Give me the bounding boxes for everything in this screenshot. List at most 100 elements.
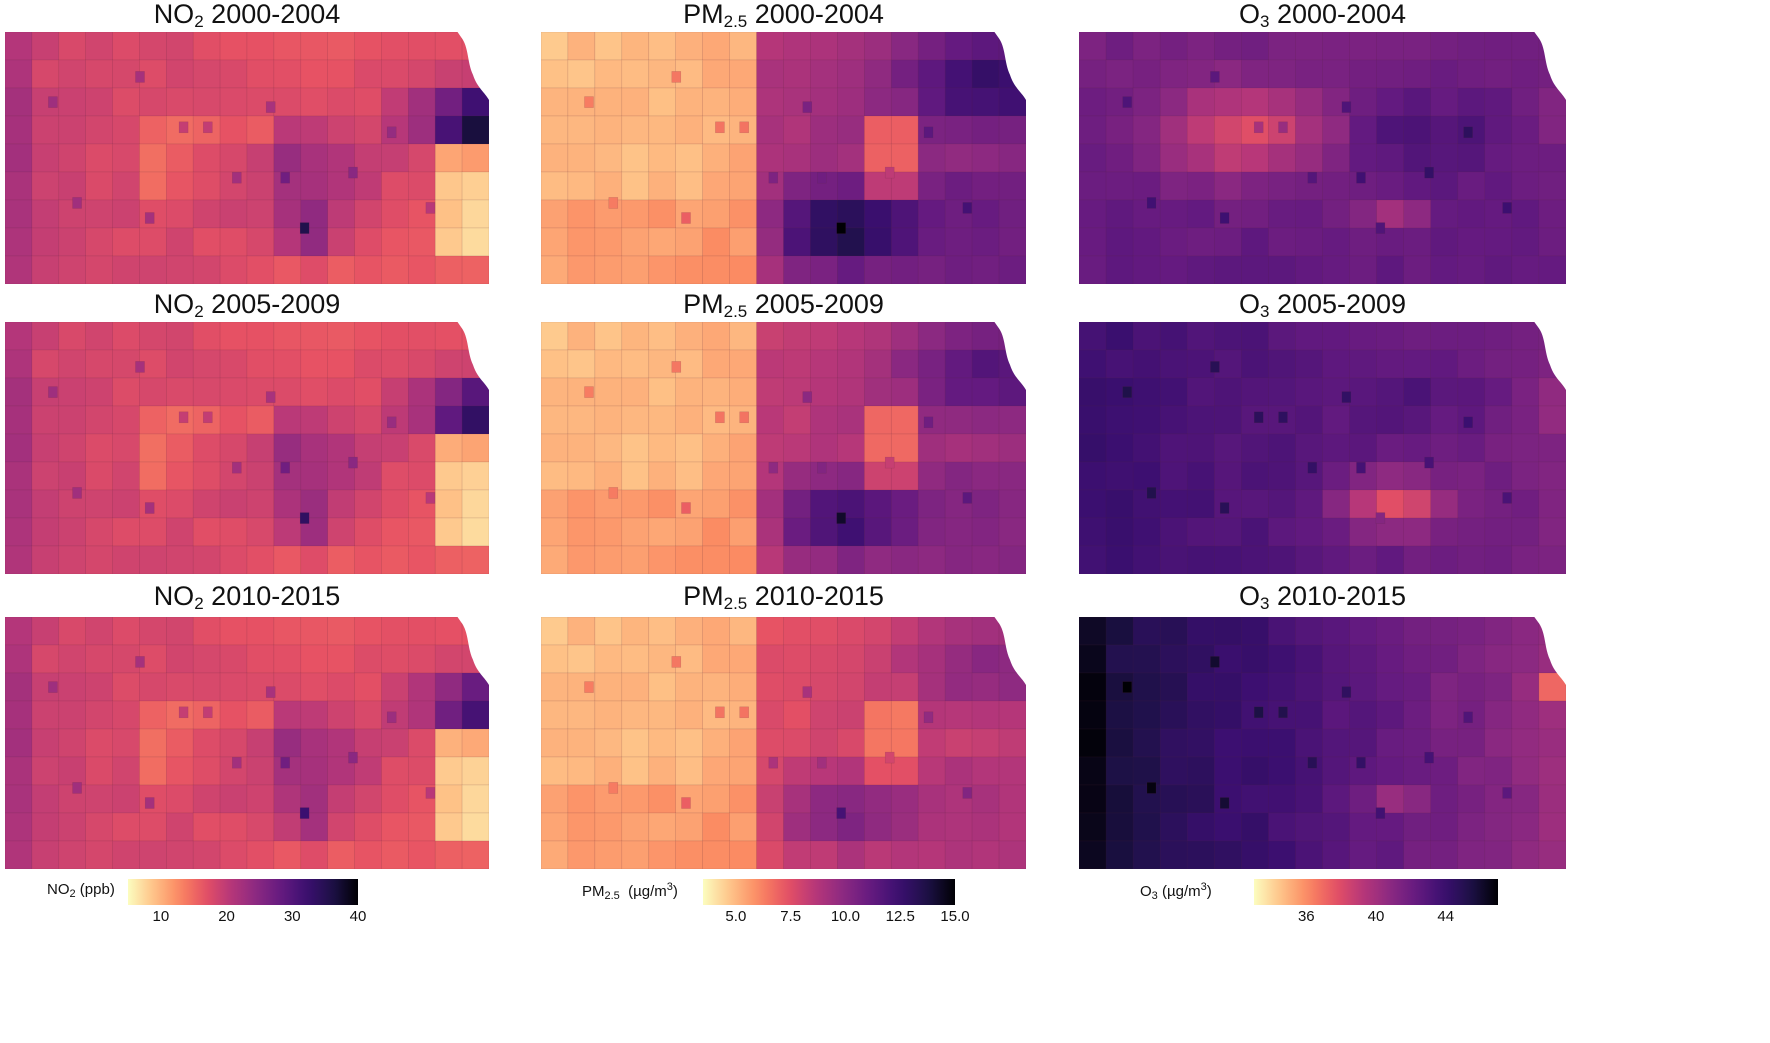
county-cell [300,673,329,702]
county-cell [220,322,248,351]
county-cell [1322,462,1351,491]
county-cell [567,785,596,814]
county-cell [1349,813,1378,842]
county-cell [5,462,33,491]
county-cell [1322,60,1351,89]
county-cell [1538,256,1566,284]
county-cell [1349,729,1378,758]
county-cell [1079,434,1107,463]
county-cell [300,32,329,61]
city-area [802,391,813,403]
county-cell [300,701,329,730]
county-cell [541,518,569,547]
county-cell [810,785,838,814]
county-cell [864,350,892,379]
county-cell [891,200,919,229]
city-area [386,711,397,724]
county-cell [621,785,650,814]
county-cell [810,546,838,574]
county-cell [85,172,114,201]
county-cell [1376,546,1405,574]
county-cell [648,378,677,407]
county-cell [273,256,302,284]
county-cell [1187,88,1215,117]
county-cell [85,256,114,284]
county-cell [756,490,785,519]
county-cell [166,350,194,379]
county-cell [810,200,838,229]
county-cell [31,785,60,814]
county-cell [1484,406,1513,435]
county-cell [1241,144,1269,173]
county-cell [1457,378,1486,407]
county-border [1376,840,1405,869]
county-cell [1349,200,1378,229]
state-boundary-mask [994,322,1026,391]
county-cell [918,645,946,674]
legend-o3: O3 (µg/m3) 36 40 44 [1080,875,1560,935]
city-area [1356,461,1366,474]
county-cell [891,172,919,201]
county-cell [1268,729,1297,758]
city-area [1424,166,1434,179]
county-cell [729,518,758,547]
county-cell [918,32,946,61]
city-area [817,171,827,184]
city-area [962,202,973,214]
county-cell [675,88,704,117]
county-cell [166,200,194,229]
county-cell [891,406,919,435]
county-cell [220,490,248,519]
county-cell [1160,729,1188,758]
county-cell [139,378,167,407]
county-cell [1484,673,1513,702]
county-cell [729,256,758,284]
county-cell [247,32,275,61]
legend-title: PM2.5 (µg/m3) [582,881,678,902]
county-cell [541,32,569,61]
county-cell [567,322,596,351]
county-cell [1106,841,1134,869]
tick-label: 5.0 [725,908,747,925]
county-cell [354,490,383,519]
city-area [1424,456,1434,469]
county-cell [675,378,704,407]
county-cell [1538,701,1566,730]
county-cell [139,144,167,173]
county-cell [783,228,811,257]
city-area [1463,416,1473,429]
kansas-map [1079,32,1566,284]
county-cell [729,378,758,407]
county-cell [864,60,892,89]
county-cell [1403,617,1432,646]
county-cell [247,228,275,257]
county-cell [1376,617,1405,646]
county-cell [1322,729,1351,758]
county-cell [381,518,409,547]
county-cell [247,406,275,435]
county-cell [594,617,623,646]
city-area [203,706,213,719]
city-area [681,797,691,809]
county-cell [756,144,785,173]
county-cell [435,434,463,463]
county-cell [648,172,677,201]
county-cell [408,322,436,351]
county-cell [541,757,569,786]
city-area [671,361,682,373]
county-cell [541,406,569,435]
county-cell [1376,645,1405,674]
county-cell [139,406,167,435]
county-cell [972,144,1000,173]
county-cell [594,32,623,61]
city-area [1356,756,1366,769]
county-cell [1133,60,1161,89]
county-cell [1349,434,1378,463]
county-cell [675,228,704,257]
county-cell [1295,350,1324,379]
county-cell [621,378,650,407]
county-cell [567,406,596,435]
county-cell [166,462,194,491]
county-cell [945,645,973,674]
county-cell [702,60,731,89]
